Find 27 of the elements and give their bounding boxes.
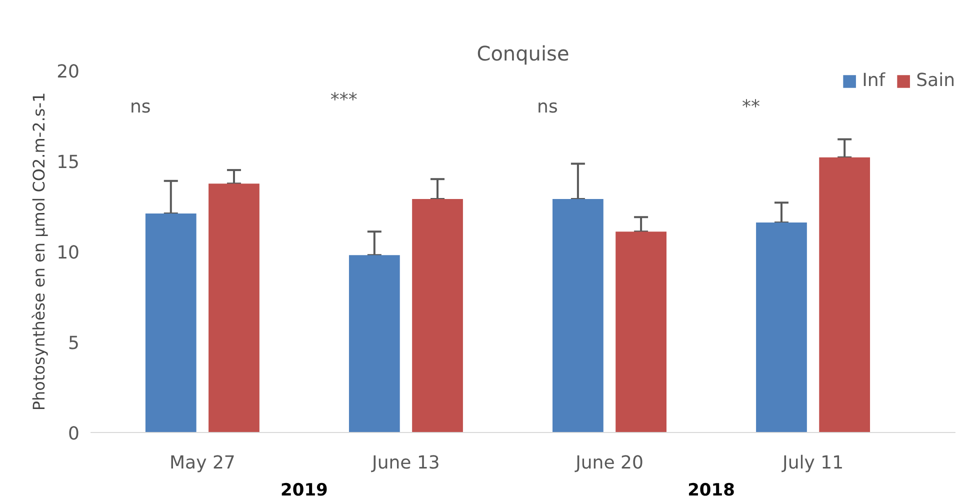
bar bbox=[616, 232, 666, 432]
annotation: *** bbox=[330, 89, 358, 110]
bar bbox=[412, 199, 463, 432]
bar bbox=[348, 255, 400, 432]
y-tick-label: 15 bbox=[56, 152, 80, 173]
y-axis-title: Photosynthèse en en µmol CO2.m-2.s-1 bbox=[30, 92, 49, 411]
bar bbox=[756, 222, 807, 432]
chart-title: Conquise bbox=[476, 42, 570, 66]
y-tick-label: 20 bbox=[56, 62, 80, 82]
bar bbox=[145, 213, 196, 432]
text: 2018 bbox=[688, 480, 735, 500]
y-tick-label: 0 bbox=[68, 424, 80, 444]
bar bbox=[819, 157, 870, 432]
x-tick-label: July 11 bbox=[782, 452, 844, 474]
y-tick-label: 5 bbox=[68, 333, 80, 354]
text: 2019 bbox=[280, 480, 328, 500]
bar bbox=[208, 184, 260, 432]
bar bbox=[552, 199, 604, 432]
legend-label: Inf bbox=[862, 70, 886, 91]
x-tick-label: June 13 bbox=[371, 452, 440, 474]
annotation: ns bbox=[130, 96, 151, 118]
x-tick-label: May 27 bbox=[170, 452, 236, 474]
annotation: ns bbox=[537, 96, 558, 118]
x-tick-label: June 20 bbox=[574, 452, 644, 474]
y-tick-label: 10 bbox=[56, 242, 80, 264]
annotation: ** bbox=[742, 96, 760, 118]
legend-label: Sain bbox=[916, 70, 955, 91]
